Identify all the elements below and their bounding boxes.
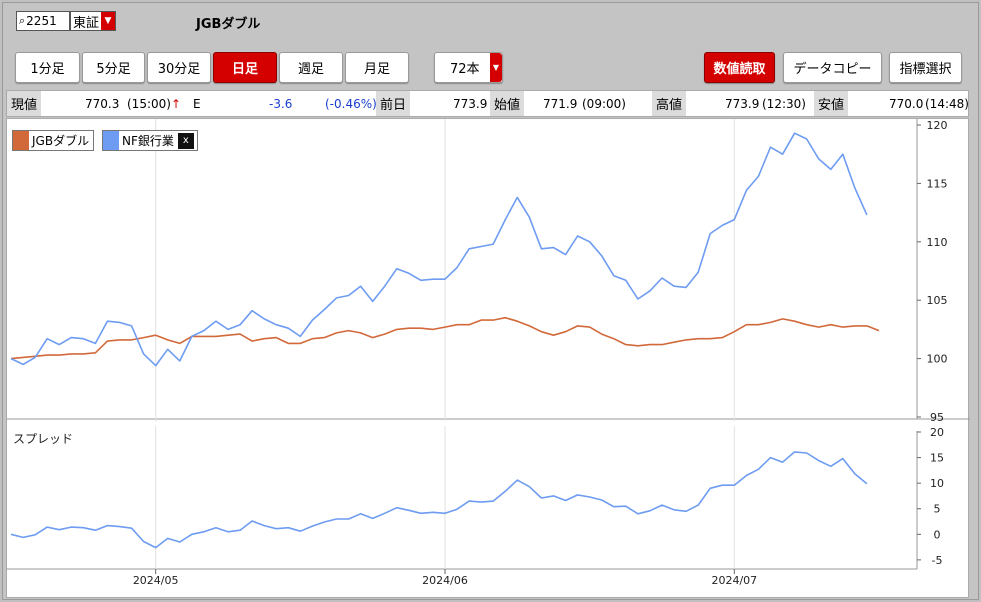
y-tick-label: 10 [930, 477, 944, 490]
legend-swatch [13, 131, 29, 150]
change-percent: (-0.46%) [325, 96, 377, 111]
series-nf-bank-line [10, 132, 868, 367]
y-tick-label: 105 [927, 294, 948, 307]
spread-line [10, 451, 868, 549]
legend-series1-label: JGBダブル [32, 134, 90, 148]
instrument-name: JGBダブル [196, 17, 261, 32]
chart-area[interactable]: 120 115 110 105 100 95 20 15 10 5 0 -5 スプレッド 2024/05 2… [6, 118, 970, 599]
search-icon: ⌕ [19, 14, 26, 27]
x-tick-label: 2024/06 [422, 574, 468, 587]
low-time: (14:48) [925, 96, 969, 111]
interval-weekly-button[interactable]: 週足 [279, 52, 343, 83]
up-arrow-icon: ↑ [171, 96, 182, 111]
bar-count-select[interactable]: 72本 ▼ [434, 52, 503, 83]
spread-panel-title: スプレッド [13, 432, 73, 446]
y-tick-label: 0 [934, 528, 941, 541]
prev-value: 773.9 [453, 96, 488, 111]
y-tick-label: 110 [927, 236, 948, 249]
y-tick-label: 5 [934, 503, 941, 516]
price-time: (15:00) [127, 96, 171, 111]
chevron-down-icon[interactable]: ▼ [101, 12, 115, 30]
y-tick-label: 100 [927, 353, 948, 366]
code-search-input[interactable]: ⌕ 2251 [16, 11, 70, 31]
open-value: 771.9 [543, 96, 578, 111]
y-tick-label: 115 [927, 177, 948, 190]
price-value: 770.3 [85, 96, 120, 111]
market-select[interactable]: 東証 ▼ [70, 11, 116, 31]
chevron-down-icon[interactable]: ▼ [490, 53, 502, 82]
interval-30min-button[interactable]: 30分足 [147, 52, 211, 83]
y-tick-label: 20 [930, 426, 944, 439]
read-values-button[interactable]: 数値読取 [704, 52, 775, 83]
quote-flag: E [193, 96, 201, 111]
market-label: 東証 [73, 15, 100, 31]
legend-series2-label: NF銀行業 [122, 134, 174, 148]
y-tick-label: 95 [930, 411, 944, 424]
low-label: 安値 [814, 91, 849, 116]
y-tick-label: 120 [927, 119, 948, 132]
close-icon[interactable]: x [177, 132, 194, 149]
copy-data-button[interactable]: データコピー [783, 52, 882, 83]
interval-monthly-button[interactable]: 月足 [345, 52, 409, 83]
open-time: (09:00) [582, 96, 626, 111]
high-value: 773.9 [725, 96, 760, 111]
high-label: 高値 [652, 91, 687, 116]
interval-1min-button[interactable]: 1分足 [15, 52, 80, 83]
change-value: -3.6 [269, 96, 293, 111]
price-label: 現値 [7, 91, 42, 116]
high-time: (12:30) [762, 96, 806, 111]
prev-label: 前日 [376, 91, 411, 116]
legend-swatch [103, 131, 119, 150]
bar-count-value: 72本 [450, 62, 480, 77]
quote-bar: 現値 770.3 (15:00) ↑ E -3.6 (-0.46%) 前日 77… [6, 90, 969, 117]
open-label: 始値 [490, 91, 525, 116]
interval-5min-button[interactable]: 5分足 [82, 52, 145, 83]
x-tick-label: 2024/05 [133, 574, 179, 587]
legend-series2[interactable]: NF銀行業 x [102, 130, 198, 151]
legend-series1[interactable]: JGBダブル [12, 130, 95, 151]
code-value: 2251 [26, 14, 57, 28]
y-tick-label: 15 [930, 452, 944, 465]
series-jgb-line [10, 316, 880, 360]
x-tick-label: 2024/07 [711, 574, 757, 587]
select-indicator-button[interactable]: 指標選択 [889, 52, 962, 83]
low-value: 770.0 [889, 96, 924, 111]
y-tick-label: -5 [932, 554, 943, 567]
interval-daily-button[interactable]: 日足 [213, 52, 277, 83]
